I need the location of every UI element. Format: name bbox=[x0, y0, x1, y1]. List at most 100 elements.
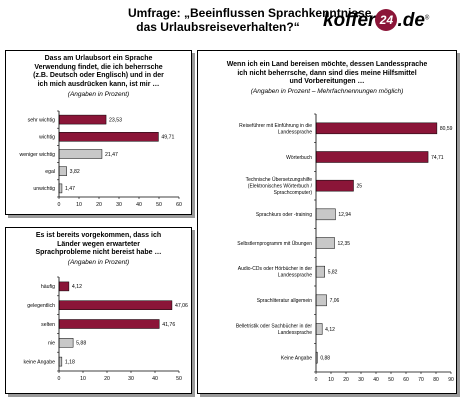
x-tick-label: 50 bbox=[156, 202, 162, 208]
bar bbox=[58, 319, 160, 329]
panel-title-line-3: und Vorbereitungen … bbox=[289, 78, 365, 85]
x-tick-label: 70 bbox=[418, 377, 424, 383]
category-label: weniger wichtig bbox=[20, 152, 56, 158]
panel-subtitle: (Angaben in Prozent – Mehrfachnennungen … bbox=[250, 88, 404, 95]
value-label: 5,88 bbox=[76, 341, 86, 347]
bar-chart-avoided-countries: häufig 4,12 gelegentlich 47,06 selten 41,76 ni… bbox=[24, 276, 188, 382]
x-tick-label: 10 bbox=[80, 376, 86, 382]
bar bbox=[58, 132, 159, 142]
value-label: 1,18 bbox=[65, 359, 75, 365]
category-label: Technische Übersetzungshilfe bbox=[246, 176, 313, 183]
panel-title: Dass am Urlaubsort ein Sprache Verwendung… bbox=[6, 55, 191, 89]
x-tick-label: 30 bbox=[116, 202, 122, 208]
category-label: Landessprache bbox=[278, 273, 312, 279]
panel-avoided-countries: Es ist bereits vorgekommen, dass ich Länd… bbox=[5, 227, 192, 394]
bar bbox=[315, 208, 336, 221]
panel-title-line-1: Wenn ich ein Land bereisen möchte, desse… bbox=[226, 61, 428, 68]
value-label: 5,82 bbox=[328, 269, 338, 275]
x-tick-label: 0 bbox=[58, 376, 61, 382]
bar bbox=[58, 300, 173, 310]
bar-chart-aids-and-preparations: Reiseführer mit Einführung in dieLandess… bbox=[236, 113, 454, 383]
x-tick-label: 20 bbox=[104, 376, 110, 382]
x-tick-label: 50 bbox=[176, 376, 182, 382]
bar bbox=[58, 183, 63, 194]
category-label: sehr wichtig bbox=[28, 117, 56, 123]
category-label: Sprachcomputer) bbox=[274, 190, 313, 196]
panel-title-line-2: Verwendung findet, die ich beherrsche bbox=[34, 63, 163, 71]
x-tick-label: 40 bbox=[136, 202, 142, 208]
value-label: 7,06 bbox=[330, 298, 340, 304]
x-tick-label: 20 bbox=[343, 377, 349, 383]
logo-text-de: .de bbox=[397, 10, 425, 31]
x-tick-label: 20 bbox=[96, 202, 102, 208]
page-title: Umfrage: „Beeinflussen Sprachkenntnisse … bbox=[128, 6, 372, 34]
x-tick-label: 50 bbox=[388, 377, 394, 383]
category-label: Sprachliteratur allgemein bbox=[257, 298, 313, 304]
value-label: 49,71 bbox=[161, 135, 174, 141]
x-tick-label: 0 bbox=[315, 377, 318, 383]
value-label: 23,53 bbox=[109, 117, 122, 123]
category-label: (Elektronisches Wörterbuch / bbox=[248, 183, 313, 189]
category-label: wichtig bbox=[39, 135, 55, 141]
panel-title-line-2: ich nicht beherrsche, dann sind dies mei… bbox=[237, 69, 417, 77]
panel-title-line-3: (z.B. Deutsch oder Englisch) und in der bbox=[33, 72, 164, 79]
category-label: Audio-CDs oder Hörbücher in der bbox=[238, 266, 313, 272]
category-label: Keine Angabe bbox=[281, 355, 312, 361]
logo-badge: 24 bbox=[375, 9, 398, 31]
bar bbox=[315, 122, 438, 135]
panel-title: Es ist bereits vorgekommen, dass ich Länd… bbox=[6, 232, 191, 258]
bar bbox=[58, 114, 107, 125]
category-label: Landessprache bbox=[278, 330, 312, 336]
panel-title: Wenn ich ein Land bereisen möchte, desse… bbox=[198, 61, 456, 87]
bar bbox=[58, 281, 70, 292]
bar bbox=[58, 338, 74, 348]
x-tick-label: 30 bbox=[128, 376, 134, 382]
x-tick-label: 40 bbox=[373, 377, 379, 383]
x-tick-label: 80 bbox=[433, 377, 439, 383]
x-tick-label: 60 bbox=[176, 202, 182, 208]
value-label: 41,76 bbox=[162, 322, 175, 328]
value-label: 0,88 bbox=[320, 355, 330, 361]
category-label: gelegentlich bbox=[27, 303, 55, 309]
bar bbox=[315, 294, 327, 307]
x-tick-label: 60 bbox=[403, 377, 409, 383]
category-label: Sprachkurs oder -training bbox=[256, 212, 312, 218]
x-tick-label: 0 bbox=[58, 202, 61, 208]
bar bbox=[315, 323, 323, 335]
category-label: nie bbox=[48, 341, 55, 347]
x-tick-label: 40 bbox=[152, 376, 158, 382]
value-label: 4,12 bbox=[72, 284, 82, 290]
category-label: Landessprache bbox=[278, 129, 312, 135]
value-label: 25 bbox=[357, 183, 363, 189]
category-label: egal bbox=[45, 169, 55, 175]
koffer24-logo: koffer 24 .de® bbox=[323, 9, 429, 31]
page-title-line-1: Umfrage: „Beeinflussen Sprachkenntnisse bbox=[128, 6, 372, 20]
x-tick-label: 10 bbox=[328, 377, 334, 383]
value-label: 47,06 bbox=[175, 303, 188, 309]
panel-title-line-1: Es ist bereits vorgekommen, dass ich bbox=[35, 232, 162, 239]
panel-aids-and-preparations: Wenn ich ein Land bereisen möchte, desse… bbox=[197, 50, 457, 394]
category-label: häufig bbox=[41, 284, 55, 290]
value-label: 4,12 bbox=[325, 327, 335, 333]
x-tick-label: 10 bbox=[76, 202, 82, 208]
value-label: 21,47 bbox=[105, 152, 118, 158]
panel-title-line-3: Sprachprobleme nicht bereist habe … bbox=[35, 249, 162, 256]
panel-title-line-2: Länder wegen erwarteter bbox=[57, 240, 140, 248]
category-label: selten bbox=[41, 322, 55, 328]
logo-registered-mark: ® bbox=[424, 15, 430, 22]
value-label: 1,47 bbox=[65, 186, 75, 192]
bar bbox=[315, 151, 429, 163]
bar bbox=[58, 149, 103, 159]
logo-text-koffer: koffer bbox=[323, 10, 376, 31]
value-label: 12,94 bbox=[338, 212, 351, 218]
value-label: 3,82 bbox=[70, 169, 80, 175]
bar bbox=[315, 265, 325, 278]
panel-title-line-4: ich mich ausdrücken kann, ist mir … bbox=[37, 80, 160, 88]
x-tick-label: 90 bbox=[448, 377, 454, 383]
value-label: 12,35 bbox=[338, 241, 351, 247]
bar bbox=[315, 179, 354, 192]
value-label: 74,71 bbox=[431, 155, 444, 161]
panel-subtitle: (Angaben in Prozent) bbox=[67, 259, 130, 266]
panel-subtitle: (Angaben in Prozent) bbox=[67, 91, 130, 98]
category-label: Belletristik oder Sachbücher in der bbox=[236, 323, 312, 329]
